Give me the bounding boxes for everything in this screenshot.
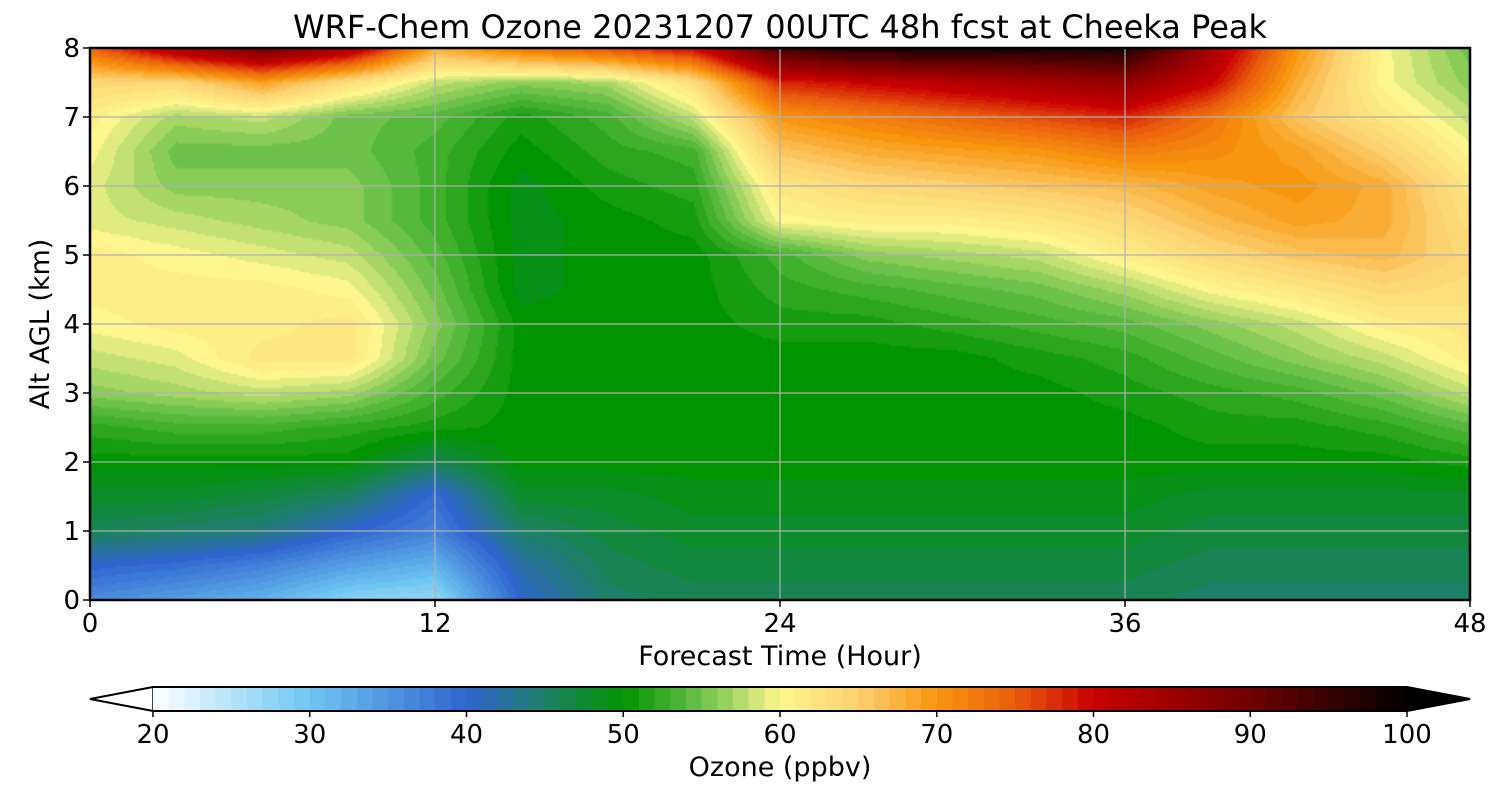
colorbar-label: Ozone (ppbv) (689, 752, 872, 783)
y-tick-label: 6 (63, 172, 80, 202)
colorbar-tick-label: 30 (293, 720, 326, 750)
y-tick-label: 4 (63, 310, 80, 340)
colorbar-ticks: 20 30 40 50 60 70 80 90 100 (136, 711, 1432, 750)
colorbar-tick-label: 80 (1077, 720, 1110, 750)
y-tick-label: 2 (63, 448, 80, 478)
colorbar-tick-label: 100 (1382, 720, 1432, 750)
grid-lines (90, 48, 1470, 600)
x-axis-label: Forecast Time (Hour) (638, 641, 922, 672)
colorbar-max-extension (1406, 686, 1471, 712)
y-tick-label: 5 (63, 241, 80, 271)
colorbar: 20 30 40 50 60 70 80 90 100 Ozone (ppbv) (89, 686, 1471, 783)
colorbar-tick-label: 70 (920, 720, 953, 750)
y-tick-label: 0 (63, 586, 80, 616)
colorbar-tick-label: 90 (1234, 720, 1267, 750)
chart-title: WRF-Chem Ozone 20231207 00UTC 48h fcst a… (293, 8, 1268, 46)
y-tick-label: 3 (63, 379, 80, 409)
plot-area (88, 46, 1472, 602)
y-axis: 0 1 2 3 4 5 6 7 8 (63, 34, 90, 616)
y-tick-label: 8 (63, 34, 80, 64)
y-tick-label: 1 (63, 517, 80, 547)
x-tick-label: 36 (1108, 609, 1141, 639)
colorbar-tick-label: 40 (450, 720, 483, 750)
x-tick-label: 24 (763, 609, 796, 639)
x-tick-label: 48 (1453, 609, 1486, 639)
y-axis-label: Alt AGL (km) (25, 239, 56, 410)
colorbar-tick-label: 60 (763, 720, 796, 750)
x-axis: 0 12 24 36 48 (82, 600, 1487, 639)
y-tick-label: 7 (63, 103, 80, 133)
x-tick-label: 12 (418, 609, 451, 639)
colorbar-gradient (153, 687, 1407, 711)
colorbar-tick-label: 50 (607, 720, 640, 750)
colorbar-tick-label: 20 (136, 720, 169, 750)
x-tick-label: 0 (82, 609, 99, 639)
colorbar-min-extension (89, 686, 154, 712)
